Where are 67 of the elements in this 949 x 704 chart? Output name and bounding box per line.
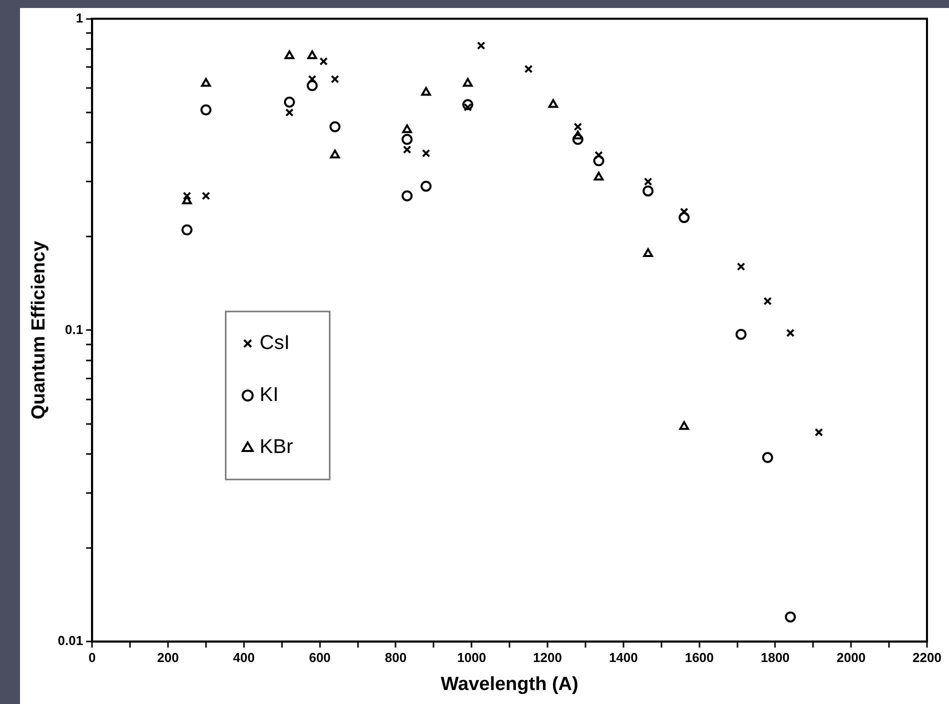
point xyxy=(284,96,295,108)
x-tick-label: 1400 xyxy=(608,650,638,665)
point xyxy=(736,262,746,271)
point xyxy=(308,74,316,84)
y-tick-label: 0.01 xyxy=(58,633,84,648)
point xyxy=(421,86,431,96)
point xyxy=(202,192,210,200)
x-tick-label: 200 xyxy=(157,650,179,665)
point xyxy=(736,328,747,340)
point xyxy=(476,41,486,50)
legend-label: KBr xyxy=(260,436,294,458)
point xyxy=(679,421,690,430)
legend-label: KI xyxy=(260,384,279,406)
x-tick-label: 1800 xyxy=(760,650,790,665)
legend-label: CsI xyxy=(260,332,290,354)
x-tick-label: 1000 xyxy=(457,650,486,665)
point xyxy=(784,611,796,622)
point xyxy=(330,150,340,158)
x-tick-label: 400 xyxy=(233,650,255,665)
y-tick-label: 1 xyxy=(76,10,84,26)
point xyxy=(402,145,412,154)
point xyxy=(786,328,795,338)
x-tick-label: 2200 xyxy=(912,650,942,665)
point xyxy=(678,212,690,224)
point xyxy=(680,208,688,216)
x-tick-label: 600 xyxy=(308,650,331,665)
point xyxy=(201,78,211,87)
x-tick-label: 0 xyxy=(88,650,96,665)
point xyxy=(524,64,533,74)
x-tick-label: 1200 xyxy=(533,650,562,665)
x-tick-label: 2000 xyxy=(836,650,866,665)
point xyxy=(402,190,413,202)
x-tick-label: 1600 xyxy=(684,650,714,665)
point xyxy=(319,57,328,66)
x-tick-label: 800 xyxy=(384,650,407,665)
point xyxy=(402,134,413,145)
point xyxy=(464,103,472,112)
y-axis-title: Quantum Efficiency xyxy=(28,240,50,420)
point xyxy=(762,452,774,464)
point xyxy=(422,149,430,158)
point xyxy=(329,121,340,132)
point xyxy=(462,99,474,110)
point xyxy=(642,185,654,196)
point xyxy=(181,224,192,236)
point xyxy=(594,150,603,160)
x-axis-title: Wavelength (A) xyxy=(440,674,578,695)
point xyxy=(643,248,653,257)
point xyxy=(284,50,294,60)
point xyxy=(200,104,212,116)
point xyxy=(402,124,412,134)
point xyxy=(306,80,318,92)
point xyxy=(814,428,824,436)
point xyxy=(763,296,772,306)
point xyxy=(462,78,473,87)
point xyxy=(572,130,583,140)
point xyxy=(593,155,604,166)
point xyxy=(307,50,318,60)
point xyxy=(594,172,604,180)
point xyxy=(644,177,652,186)
point xyxy=(285,108,294,117)
point xyxy=(548,99,558,108)
point xyxy=(574,122,582,131)
point xyxy=(182,192,192,200)
point xyxy=(420,180,432,192)
point xyxy=(572,134,584,145)
y-tick-label: 0.1 xyxy=(65,322,84,337)
point xyxy=(330,74,340,84)
